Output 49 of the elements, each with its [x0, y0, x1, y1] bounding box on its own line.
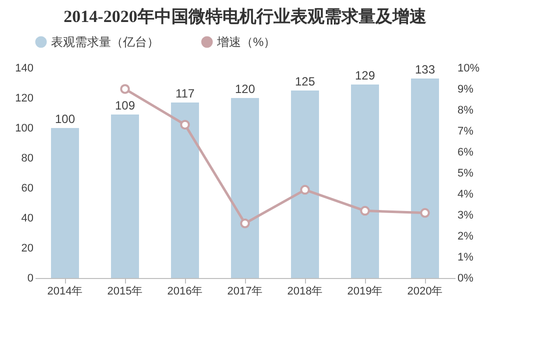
y2-tick-label: 1% [458, 252, 474, 264]
y2-tick-label: 10% [458, 62, 480, 74]
y2-tick-label: 0% [458, 272, 474, 284]
x-tick-label: 2017年 [227, 286, 263, 298]
y-tick-label: 140 [15, 62, 34, 74]
y-tick-label: 0 [27, 272, 34, 284]
point [360, 206, 370, 216]
y-tick-label: 60 [21, 182, 34, 194]
y2-tick-label: 8% [458, 104, 474, 116]
bar [111, 114, 139, 278]
legend-label: 增速（%） [216, 35, 276, 49]
data-label: 120 [234, 82, 256, 96]
y-tick-label: 20 [21, 242, 34, 254]
y2-tick-label: 7% [458, 126, 474, 138]
x-tick-label: 2016年 [167, 286, 203, 298]
data-label: 125 [294, 74, 316, 88]
data-label: 100 [54, 112, 76, 126]
point [120, 84, 130, 94]
point [420, 208, 430, 218]
y-tick-label: 40 [21, 212, 34, 224]
point [300, 184, 310, 195]
y2-tick-label: 9% [458, 84, 474, 96]
bar [351, 84, 379, 278]
x-tick-label: 2018年 [287, 286, 323, 298]
legend-label: 表观需求量（亿台） [51, 35, 159, 49]
bar [171, 102, 199, 278]
x-tick-label: 2020年 [407, 286, 443, 298]
bar [411, 78, 439, 278]
y-tick-label: 80 [21, 152, 34, 164]
bar [291, 90, 319, 278]
y2-tick-label: 3% [458, 210, 474, 222]
x-tick-label: 2015年 [107, 286, 143, 298]
data-label: 129 [354, 68, 376, 82]
data-label: 109 [114, 98, 136, 112]
point [240, 218, 250, 228]
data-label: 133 [414, 62, 436, 76]
y-tick-label: 100 [15, 122, 34, 134]
y2-tick-label: 6% [458, 146, 474, 158]
y-tick-label: 120 [15, 92, 34, 104]
x-tick-label: 2019年 [347, 286, 383, 298]
point [180, 120, 190, 130]
y2-tick-label: 5% [458, 168, 474, 180]
y2-tick-label: 2% [458, 230, 474, 242]
data-label: 117 [175, 86, 195, 100]
bar [51, 128, 79, 278]
chart-title: 2014-2020年中国微特电机行业表观需求量及增速 [64, 7, 426, 26]
bar [231, 98, 259, 278]
x-tick-label: 2014年 [47, 286, 83, 298]
y2-tick-label: 4% [458, 188, 474, 200]
